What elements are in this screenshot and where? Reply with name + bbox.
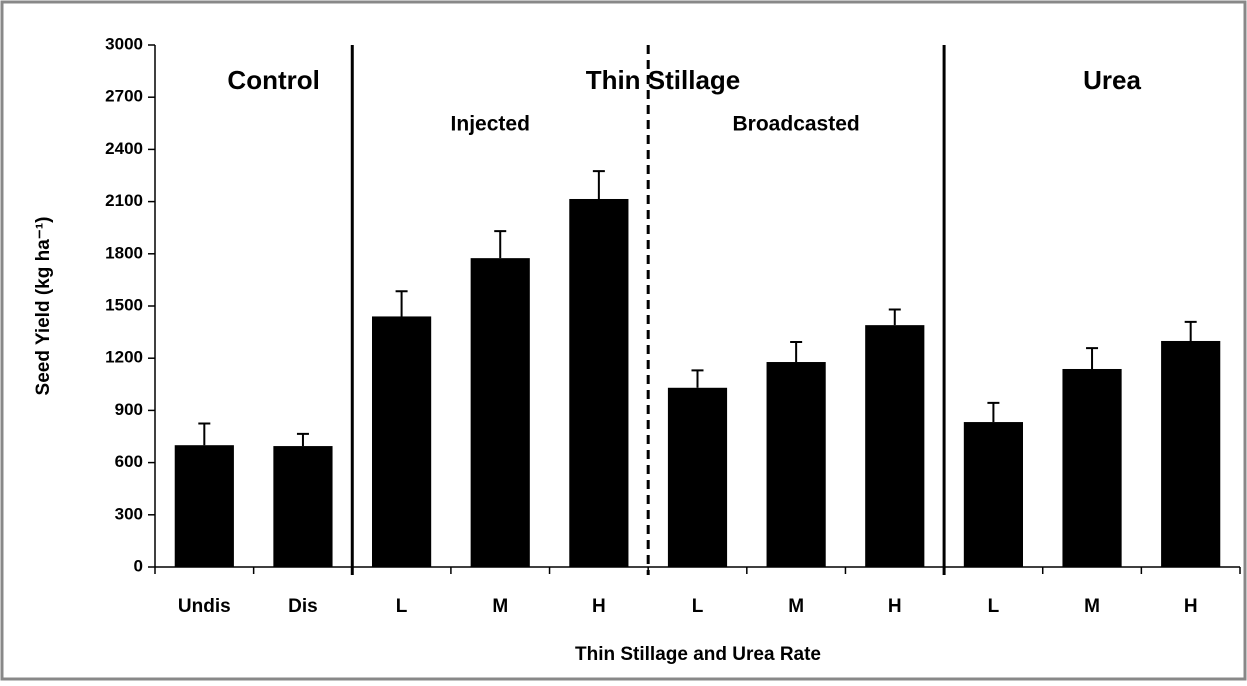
bar (569, 198, 629, 568)
annotation: Broadcasted (733, 113, 860, 136)
bar (1161, 340, 1221, 567)
x-tick-label: H (592, 596, 606, 617)
y-tick-label: 1200 (105, 348, 143, 367)
error-bar (691, 369, 704, 388)
annotation: Injected (451, 113, 530, 136)
y-tick-label: 2400 (105, 139, 143, 158)
error-bar (198, 422, 211, 446)
annotation: Control (227, 65, 319, 95)
bar (372, 316, 432, 567)
bar (470, 258, 530, 567)
y-tick-label: 1500 (105, 295, 143, 314)
x-tick-label: M (492, 596, 508, 617)
y-tick-label: 600 (115, 452, 143, 471)
bar (1062, 368, 1122, 567)
y-tick-label: 300 (115, 504, 143, 523)
error-bar (987, 401, 1000, 423)
bar (766, 362, 826, 567)
annotation: Urea (1083, 65, 1141, 95)
x-tick-label: L (988, 596, 1000, 617)
error-bar (592, 170, 605, 199)
y-tick-label: 2100 (105, 191, 143, 210)
bar (865, 325, 925, 567)
x-tick-label: Undis (178, 596, 231, 617)
error-bar (888, 308, 901, 326)
y-tick-label: 0 (134, 556, 143, 575)
x-tick-label: Dis (288, 596, 318, 617)
error-bar (494, 230, 507, 259)
x-tick-label: M (788, 596, 804, 617)
error-bar (1184, 320, 1197, 341)
y-tick-label: 1800 (105, 243, 143, 262)
y-axis-label: Seed Yield (kg ha⁻¹) (33, 217, 54, 396)
error-bar (296, 432, 309, 447)
y-tick-label: 900 (115, 400, 143, 419)
x-axis-label: Thin Stillage and Urea Rate (575, 644, 821, 665)
annotation: Thin Stillage (586, 65, 741, 95)
y-tick-label: 2700 (105, 87, 143, 106)
bar (667, 387, 728, 567)
error-bar (395, 290, 408, 317)
bar (273, 446, 333, 567)
x-tick-label: L (396, 596, 408, 617)
bar (174, 445, 234, 567)
x-tick-label: H (888, 596, 902, 617)
error-bar (790, 341, 803, 363)
error-bar (1086, 347, 1099, 369)
x-tick-label: H (1184, 596, 1198, 617)
x-tick-label: M (1084, 596, 1100, 617)
bar (963, 422, 1023, 567)
x-tick-label: L (692, 596, 704, 617)
y-tick-label: 3000 (105, 34, 143, 53)
